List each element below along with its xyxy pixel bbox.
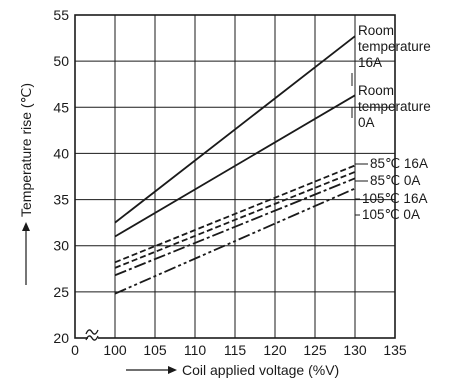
x-tick-label: 130 (343, 342, 367, 358)
series-lines (114, 35, 356, 295)
series-label: 105℃ 16A (362, 191, 427, 206)
series-line-3 (114, 171, 356, 269)
series-label: temperature (358, 39, 431, 54)
series-label: Room (358, 83, 394, 98)
series-line-0 (114, 35, 356, 224)
y-tick-label: 20 (53, 330, 69, 346)
y-axis-title: Temperature rise (℃) (18, 83, 34, 217)
y-tick-label: 50 (53, 53, 69, 69)
series-label: 85℃ 16A (370, 156, 428, 171)
y-tick-label: 30 (53, 238, 69, 254)
axis-break-gap (88, 329, 98, 343)
x-tick-label: 115 (224, 342, 247, 358)
x-tick-label: 120 (263, 342, 287, 358)
plot-border (74, 14, 396, 339)
x-tick-label: 105 (143, 342, 167, 358)
y-tick-label: 35 (53, 192, 69, 208)
x-tick-label: 0 (71, 342, 79, 358)
series-label: 0A (358, 115, 375, 130)
series-line-1 (114, 94, 356, 238)
x-tick-label: 135 (383, 342, 407, 358)
y-tick-label: 45 (53, 99, 69, 115)
y-tick-label: 40 (53, 145, 69, 161)
series-label: 16A (358, 55, 382, 70)
tick-labels: 20 25 30 35 40 45 50 55 0 100 105 110 115 120 125 130 13… (53, 7, 406, 358)
series-line-4 (114, 177, 356, 277)
plot-frame (74, 14, 396, 343)
axis-break-mark (85, 335, 99, 341)
series-label: Room (358, 23, 394, 38)
x-axis-title: Coil applied voltage (%V) (182, 362, 339, 378)
x-tick-label: 110 (184, 342, 207, 358)
y-tick-label: 25 (53, 284, 69, 300)
series-label: 105℃ 0A (362, 207, 420, 222)
y-axis-arrowhead (22, 222, 30, 231)
x-tick-label: 100 (103, 342, 127, 358)
series-label: 85℃ 0A (370, 173, 420, 188)
grid (75, 15, 395, 338)
y-tick-label: 55 (53, 7, 69, 23)
axis-break-mark (85, 329, 99, 335)
x-axis-arrowhead (168, 366, 177, 374)
series-line-5 (114, 187, 356, 295)
series-line-2 (114, 164, 356, 264)
series-label: temperature (358, 99, 431, 114)
x-tick-label: 125 (303, 342, 327, 358)
axis-titles: Temperature rise (℃) Coil applied voltage… (18, 83, 339, 378)
